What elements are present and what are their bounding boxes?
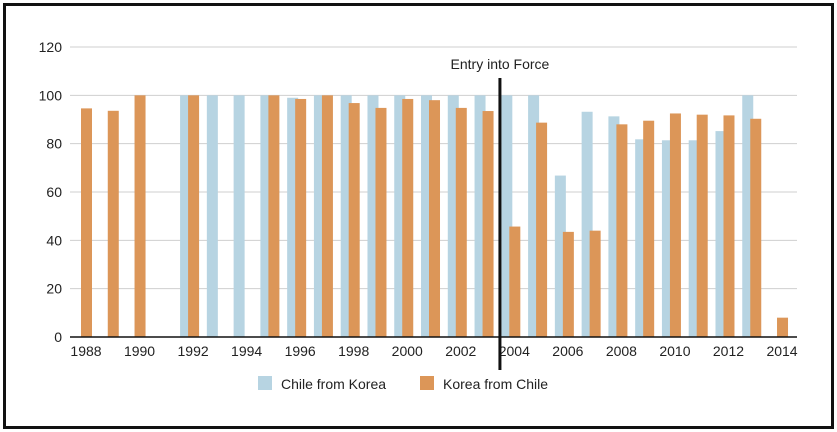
x-tick-label: 2010 — [659, 343, 690, 359]
bar-korea-from-chile-1988 — [81, 108, 92, 337]
bar-chile-from-korea-1993 — [206, 95, 218, 337]
bar-chile-from-korea-1998 — [340, 95, 352, 337]
bar-chile-from-korea-2012 — [715, 131, 727, 337]
bar-korea-from-chile-1995 — [268, 95, 280, 337]
bar-chile-from-korea-2000 — [394, 95, 406, 337]
bar-korea-from-chile-2009 — [643, 120, 655, 337]
legend-label-korea-from-chile: Korea from Chile — [443, 376, 548, 392]
x-tick-label: 1996 — [285, 343, 316, 359]
legend-swatch-chile-from-korea — [258, 376, 272, 390]
bar-korea-from-chile-2008 — [616, 124, 628, 337]
bar-korea-from-chile-1996 — [295, 98, 307, 337]
x-tick-label: 2004 — [499, 343, 530, 359]
bar-chile-from-korea-1995 — [260, 95, 272, 337]
x-tick-label: 2002 — [445, 343, 476, 359]
bar-chile-from-korea-2005 — [528, 95, 540, 337]
bar-chile-from-korea-1992 — [180, 95, 192, 337]
bar-korea-from-chile-2001 — [429, 100, 441, 338]
bar-korea-from-chile-2006 — [562, 231, 574, 337]
y-tick-label: 0 — [54, 329, 62, 345]
bar-korea-from-chile-2002 — [455, 107, 467, 338]
bar-chile-from-korea-1997 — [313, 95, 325, 337]
bar-chile-from-korea-2007 — [581, 111, 593, 338]
bar-korea-from-chile-1999 — [375, 107, 387, 338]
bar-chile-from-korea-2002 — [447, 95, 459, 337]
bar-korea-from-chile-2013 — [750, 118, 762, 338]
x-tick-label: 2006 — [552, 343, 583, 359]
bar-korea-from-chile-2007 — [589, 230, 601, 337]
x-tick-label: 2000 — [392, 343, 423, 359]
bar-korea-from-chile-1998 — [348, 103, 360, 337]
bar-chile-from-korea-2009 — [635, 139, 647, 337]
y-tick-label: 20 — [46, 281, 62, 297]
bar-korea-from-chile-1997 — [321, 95, 333, 337]
bar-korea-from-chile-1990 — [134, 95, 146, 337]
annotation-label: Entry into Force — [451, 56, 550, 72]
bar-korea-from-chile-2005 — [536, 122, 548, 338]
legend: Chile from Korea Korea from Chile — [258, 376, 548, 392]
x-tick-label: 1998 — [338, 343, 369, 359]
x-tick-label: 2012 — [713, 343, 744, 359]
bar-korea-from-chile-1992 — [188, 95, 200, 337]
x-tick-label: 1990 — [124, 343, 155, 359]
bar-korea-from-chile-2011 — [696, 114, 708, 338]
bar-chile-from-korea-2011 — [688, 140, 700, 337]
bar-korea-from-chile-2010 — [669, 113, 681, 337]
bar-korea-from-chile-2003 — [482, 111, 494, 338]
legend-swatch-korea-from-chile — [420, 376, 434, 390]
bar-chile-from-korea-1994 — [233, 95, 245, 337]
y-tick-label: 80 — [46, 136, 62, 152]
x-tick-label: 2008 — [606, 343, 637, 359]
bar-chile-from-korea-2001 — [421, 95, 433, 337]
bar-chile-from-korea-2003 — [474, 95, 486, 337]
bar-korea-from-chile-1989 — [107, 110, 119, 337]
bar-korea-from-chile-2000 — [402, 98, 414, 337]
bar-chile-from-korea-2010 — [661, 140, 673, 337]
y-tick-label: 40 — [46, 232, 62, 248]
bar-korea-from-chile-2004 — [509, 226, 521, 337]
bar-chile-from-korea-1996 — [287, 97, 299, 337]
x-tick-label: 1988 — [70, 343, 101, 359]
legend-label-chile-from-korea: Chile from Korea — [281, 376, 386, 392]
x-tick-label: 1992 — [178, 343, 209, 359]
bar-korea-from-chile-2014 — [777, 317, 789, 337]
bar-chile-from-korea-1999 — [367, 95, 379, 337]
bar-chile-from-korea-2004 — [501, 95, 513, 337]
x-tick-label: 2014 — [766, 343, 797, 359]
chart-frame — [3, 3, 834, 429]
bar-chile-from-korea-2013 — [742, 95, 754, 337]
bar-korea-from-chile-2012 — [723, 115, 735, 338]
bar-chile-from-korea-2006 — [554, 175, 566, 337]
bar-chile-from-korea-2008 — [608, 116, 620, 337]
y-tick-label: 60 — [46, 184, 62, 200]
y-tick-label: 100 — [39, 87, 63, 103]
y-tick-label: 120 — [39, 39, 63, 55]
x-tick-label: 1994 — [231, 343, 262, 359]
